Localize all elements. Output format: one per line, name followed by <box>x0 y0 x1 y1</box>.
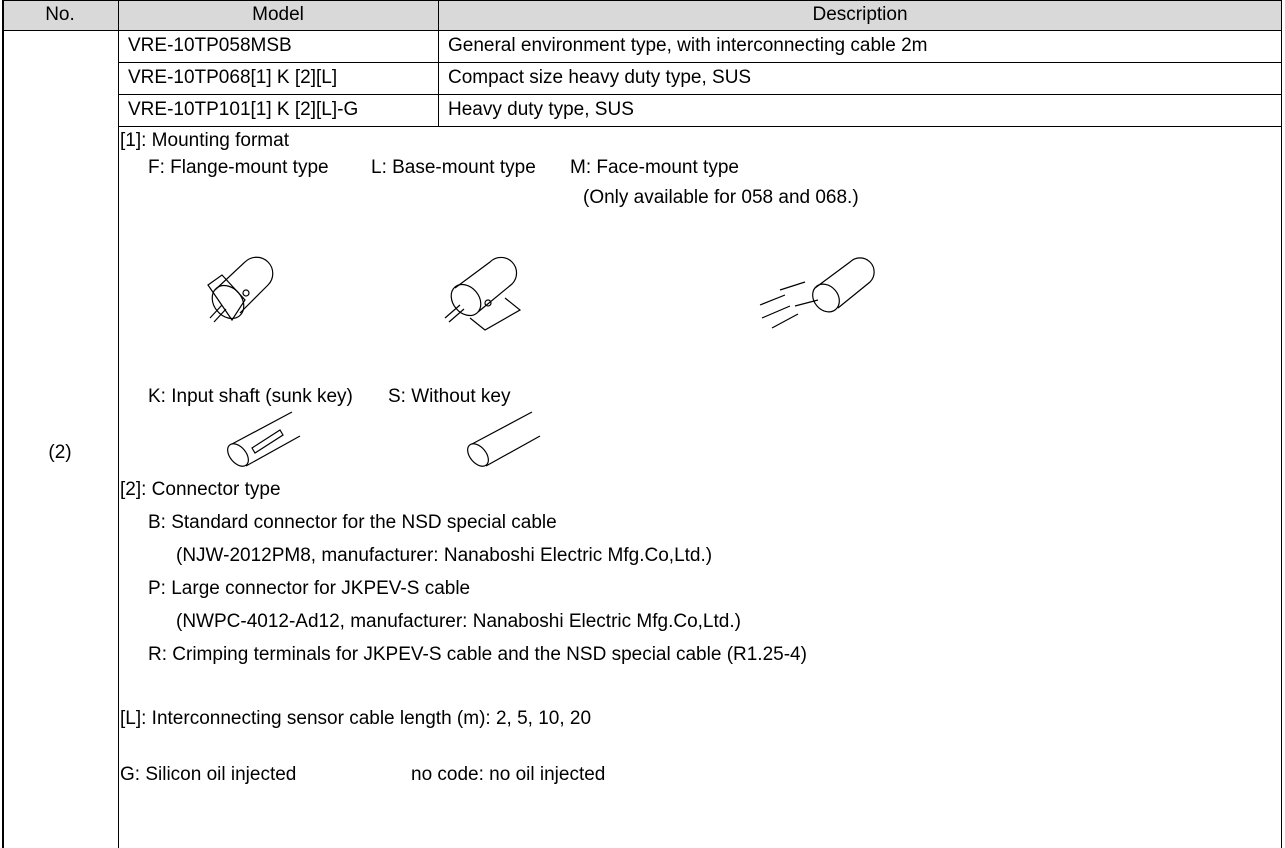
note: F: Flange-mount type <box>148 157 329 178</box>
note: G: Silicon oil injected <box>120 764 297 785</box>
note: S: Without key <box>388 386 511 407</box>
note: L: Base-mount type <box>371 157 536 178</box>
base-mount-icon <box>444 256 522 331</box>
note: [L]: Interconnecting sensor cable length… <box>120 708 592 729</box>
header-cell: No. <box>45 4 75 25</box>
note: M: Face-mount type <box>570 157 739 178</box>
model: VRE-10TP058MSB <box>128 35 292 56</box>
model: VRE-10TP068[1] K [2][L] <box>128 67 338 88</box>
note: no code: no oil injected <box>411 764 606 785</box>
note: (NJW-2012PM8, manufacturer: Nanaboshi El… <box>176 545 713 566</box>
description: General environment type, with interconn… <box>448 35 928 56</box>
note: [1]: Mounting format <box>120 130 289 151</box>
keyed-shaft-icon <box>227 411 301 467</box>
header-cell: Description <box>812 4 908 25</box>
note: (NWPC-4012-Ad12, manufacturer: Nanaboshi… <box>176 611 741 632</box>
flange-mount-icon <box>207 256 274 323</box>
model: VRE-10TP101[1] K [2][L]-G <box>128 99 359 120</box>
description: Compact size heavy duty type, SUS <box>448 67 752 88</box>
header-cell: Model <box>252 4 304 25</box>
header-background <box>2 0 1282 30</box>
note: [2]: Connector type <box>120 479 281 500</box>
row-number: (2) <box>48 442 72 463</box>
note: B: Standard connector for the NSD specia… <box>148 512 557 533</box>
description: Heavy duty type, SUS <box>448 99 634 120</box>
face-mount-icon <box>759 257 875 329</box>
plain-shaft-icon <box>467 411 541 467</box>
note: R: Crimping terminals for JKPEV-S cable … <box>148 644 807 665</box>
note: K: Input shaft (sunk key) <box>148 386 353 407</box>
note: (Only available for 058 and 068.) <box>583 187 859 208</box>
note: P: Large connector for JKPEV-S cable <box>148 578 471 599</box>
